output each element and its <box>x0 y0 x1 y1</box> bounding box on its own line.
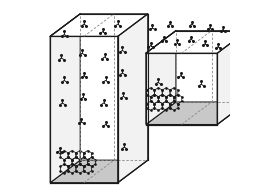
Polygon shape <box>146 102 247 125</box>
Polygon shape <box>146 31 176 125</box>
Polygon shape <box>50 14 148 36</box>
Polygon shape <box>146 31 247 53</box>
Polygon shape <box>217 31 247 125</box>
Polygon shape <box>118 14 148 183</box>
Polygon shape <box>50 14 80 183</box>
Polygon shape <box>50 160 148 183</box>
